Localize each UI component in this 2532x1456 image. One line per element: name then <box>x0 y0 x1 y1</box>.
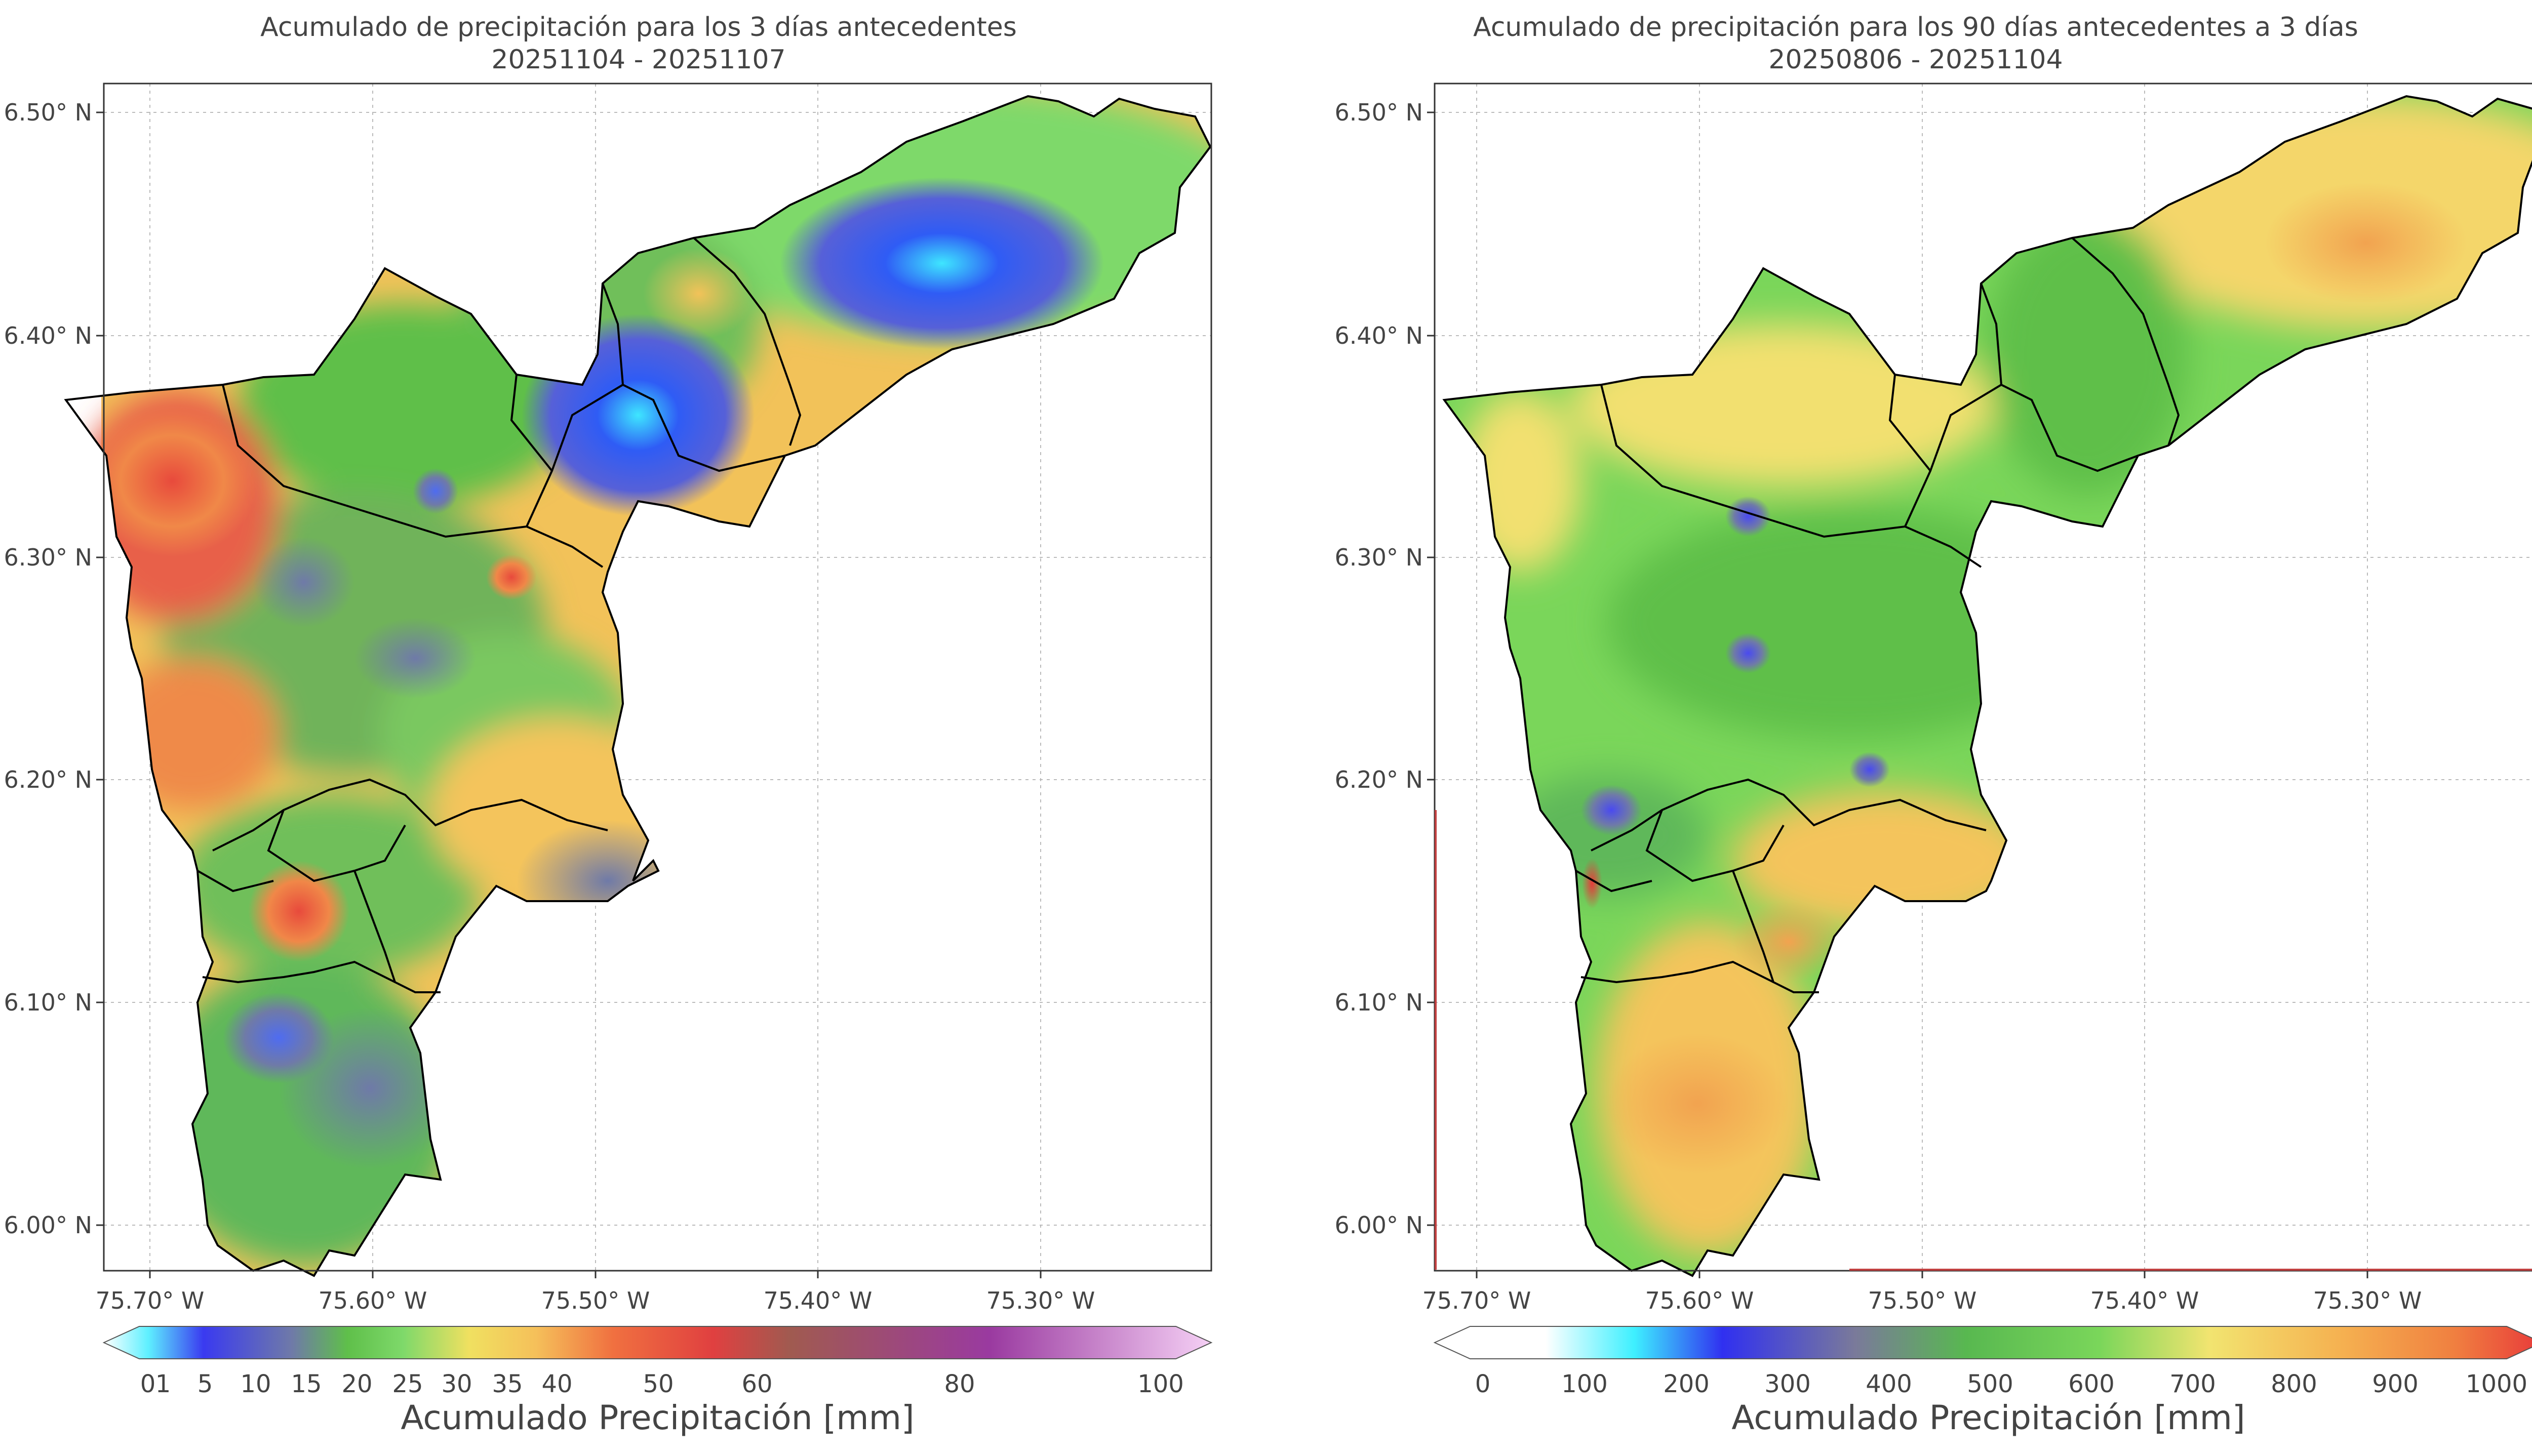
y-tick-label: 6.50° N <box>4 99 92 126</box>
colorbar-tick-label: 100 <box>1137 1370 1184 1398</box>
colorbar-tick-label: 600 <box>2068 1370 2115 1398</box>
map-date-range: 20251104 - 20251107 <box>491 45 786 75</box>
x-tick-label: 75.30° W <box>2313 1287 2422 1314</box>
y-tick-label: 6.30° N <box>1335 544 1423 571</box>
colorbar-tick-label: 0 <box>140 1370 156 1398</box>
precipitation-field-90-day <box>1444 96 2532 1276</box>
panel-90-day: Acumulado de precipitación para los 90 d… <box>1277 0 2532 1456</box>
region-outline <box>1442 95 2532 1277</box>
colorbar-tick-label: 700 <box>2169 1370 2216 1398</box>
x-tick-label: 75.40° W <box>764 1287 873 1314</box>
colorbar-tick-label: 35 <box>492 1370 523 1398</box>
colorbar-tick-label: 20 <box>341 1370 372 1398</box>
colorbar-tick-label: 800 <box>2271 1370 2317 1398</box>
colorbar-tick-label: 0 <box>1475 1370 1491 1398</box>
colorbar-tick-label: 25 <box>392 1370 423 1398</box>
colorbar-tick-label: 80 <box>944 1370 975 1398</box>
y-tick-label: 6.10° N <box>1335 989 1423 1016</box>
colorbar-3-day: 0 1 5 10 15 20 25 30 35 40 50 60 80 100 <box>102 1326 1213 1398</box>
subbasin-boundaries <box>1575 237 2180 993</box>
colorbar-tick-label: 200 <box>1663 1370 1710 1398</box>
colorbar-tick-label: 50 <box>643 1370 674 1398</box>
tick-marks <box>1427 111 2368 1278</box>
map-figure-3-day: 75.70° W 75.60° W 75.50° W 75.40° W 75.3… <box>4 83 1213 1398</box>
x-tick-label: 75.30° W <box>986 1287 1095 1314</box>
map-date-range: 20250806 - 20251104 <box>1768 45 2063 75</box>
colorbar-tick-label: 900 <box>2372 1370 2419 1398</box>
colorbar-label: Acumulado Precipitación [mm] <box>401 1398 915 1437</box>
colorbar-tick-label: 100 <box>1561 1370 1608 1398</box>
colorbar-tick-label: 10 <box>240 1370 271 1398</box>
x-tick-label: 75.50° W <box>1868 1287 1977 1314</box>
x-tick-label: 75.50° W <box>541 1287 650 1314</box>
y-tick-label: 6.50° N <box>1335 99 1423 126</box>
y-tick-label: 6.20° N <box>1335 766 1423 793</box>
colorbar-tick-label: 60 <box>741 1370 772 1398</box>
colorbar-label: Acumulado Precipitación [mm] <box>1731 1398 2245 1437</box>
precipitation-field-3-day <box>76 96 1210 1276</box>
colorbar-tick-label: 300 <box>1764 1370 1811 1398</box>
colorbar-90-day: 0 100 200 300 400 500 600 700 800 900 10… <box>1433 1326 2532 1398</box>
map-title: Acumulado de precipitación para los 90 d… <box>1473 12 2358 43</box>
region-outline <box>64 95 1212 1277</box>
colorbar-tick-label: 5 <box>197 1370 213 1398</box>
y-tick-label: 6.40° N <box>4 322 92 349</box>
x-tick-label: 75.40° W <box>2090 1287 2199 1314</box>
tick-marks <box>96 111 1042 1278</box>
y-tick-label: 6.20° N <box>4 766 92 793</box>
colorbar-tick-label: 500 <box>1967 1370 2013 1398</box>
x-tick-label: 75.70° W <box>96 1287 205 1314</box>
y-tick-label: 6.40° N <box>1335 322 1423 349</box>
y-tick-label: 6.00° N <box>1335 1211 1423 1239</box>
x-tick-label: 75.60° W <box>1645 1287 1754 1314</box>
map-figure-90-day: 75.70° W 75.60° W 75.50° W 75.40° W 75.3… <box>1335 83 2532 1398</box>
map-title: Acumulado de precipitación para los 3 dí… <box>260 12 1017 43</box>
y-tick-label: 6.30° N <box>4 544 92 571</box>
map-frame <box>103 83 1212 1272</box>
colorbar-tick-label: 30 <box>441 1370 472 1398</box>
x-tick-label: 75.70° W <box>1422 1287 1531 1314</box>
y-tick-label: 6.00° N <box>4 1211 92 1239</box>
colorbar-tick-label: 40 <box>541 1370 572 1398</box>
colorbar-tick-label: 1 <box>155 1370 171 1398</box>
y-tick-label: 6.10° N <box>4 989 92 1016</box>
x-tick-label: 75.60° W <box>319 1287 427 1314</box>
colorbar-tick-label: 15 <box>291 1370 322 1398</box>
colorbar-tick-label: 400 <box>1866 1370 1912 1398</box>
subbasin-boundaries <box>197 237 802 993</box>
colorbar-tick-label: 1000 <box>2466 1370 2527 1398</box>
panel-3-day: Acumulado de precipitación para los 3 dí… <box>4 12 1213 1437</box>
